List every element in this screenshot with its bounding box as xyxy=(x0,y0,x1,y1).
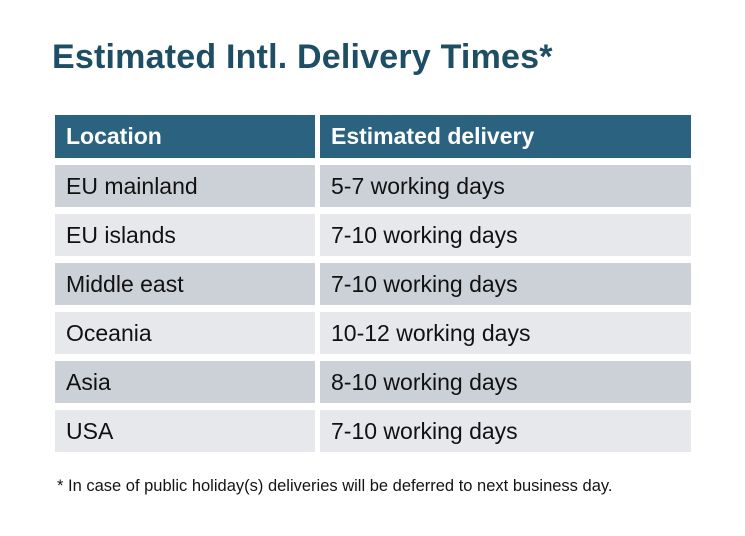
table-cell-delivery: 10-12 working days xyxy=(320,312,691,354)
table-cell-delivery: 7-10 working days xyxy=(320,263,691,305)
table-cell-location: EU islands xyxy=(55,214,315,256)
page-title: Estimated Intl. Delivery Times* xyxy=(52,38,553,76)
table-cell-delivery: 7-10 working days xyxy=(320,410,691,452)
table-cell-delivery: 7-10 working days xyxy=(320,214,691,256)
table-cell-location: Oceania xyxy=(55,312,315,354)
column-header-estimated-delivery: Estimated delivery xyxy=(320,115,691,158)
table-cell-delivery: 8-10 working days xyxy=(320,361,691,403)
delivery-times-table: Location Estimated delivery EU mainland … xyxy=(55,115,691,452)
table-cell-location: USA xyxy=(55,410,315,452)
table-cell-location: Asia xyxy=(55,361,315,403)
column-header-location: Location xyxy=(55,115,315,158)
footnote: * In case of public holiday(s) deliverie… xyxy=(57,477,613,495)
table-cell-delivery: 5-7 working days xyxy=(320,165,691,207)
table-cell-location: EU mainland xyxy=(55,165,315,207)
table-cell-location: Middle east xyxy=(55,263,315,305)
